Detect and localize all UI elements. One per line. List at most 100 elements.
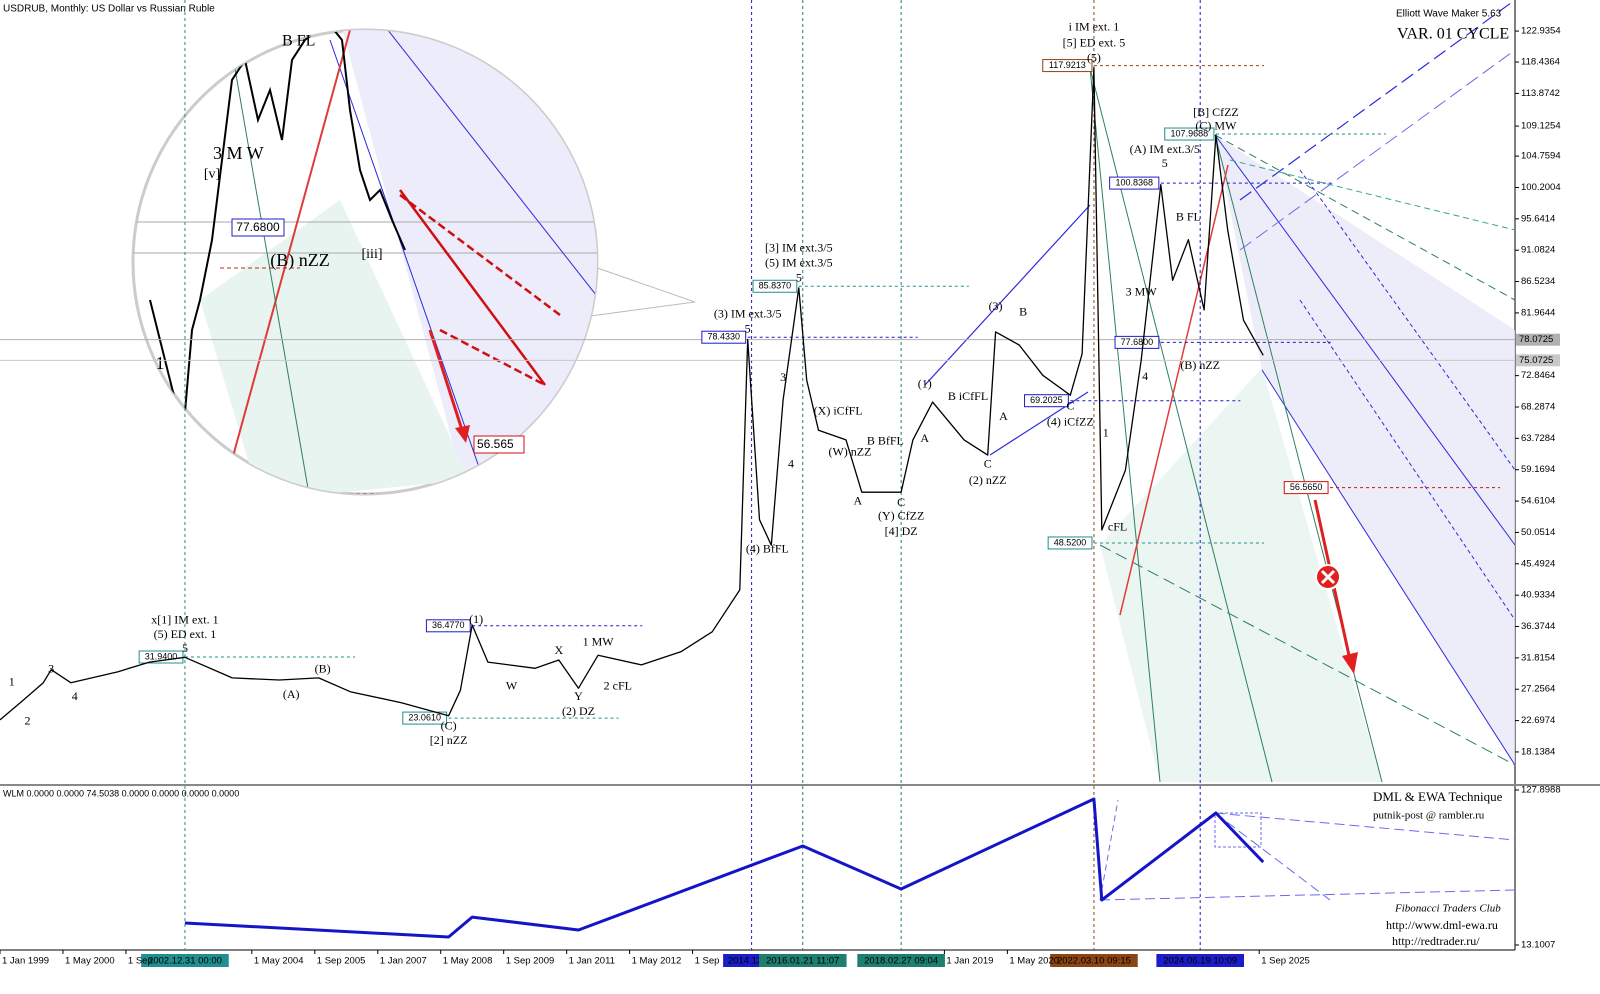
tool-name: Elliott Wave Maker 5.63 — [1396, 9, 1502, 20]
wave-label: [B] CfZZ — [1193, 105, 1239, 119]
level-label: 56.5650 — [1290, 482, 1323, 492]
x-tick-label: 1 Jan 2019 — [946, 956, 993, 967]
y-tick-label: 91.0824 — [1521, 245, 1555, 256]
wave-label: (3) — [989, 299, 1003, 313]
x-tick-label: 1 Jan 2011 — [569, 956, 615, 967]
x-tick-label: 1 May 2012 — [632, 956, 682, 967]
wave-label: (2) DZ — [562, 704, 595, 718]
wave-label: [4] DZ — [885, 524, 918, 538]
level-box — [1109, 176, 1160, 190]
y-tick-label: 22.6974 — [1521, 715, 1555, 726]
y-tick-label: 40.9334 — [1521, 590, 1555, 601]
credit: http://www.dml-ewa.ru — [1386, 918, 1498, 932]
x-tick-label: 1 Sep 2025 — [1261, 956, 1310, 967]
zoom-box — [231, 218, 285, 237]
wave-label: 3 — [780, 370, 786, 384]
zoom-price — [149, 30, 406, 415]
variant: VAR. 01 CYCLE — [1397, 26, 1509, 43]
chart-title: USDRUB, Monthly: US Dollar vs Russian Ru… — [3, 4, 215, 15]
zoom-dash — [399, 194, 561, 316]
wave-label: (5) — [1087, 51, 1101, 65]
price-line — [0, 67, 1264, 721]
wave-label: 5 — [182, 641, 188, 655]
wave-label: 3 MW — [1126, 284, 1158, 298]
arrow-head — [1342, 652, 1358, 674]
y-tick-label: 127.8988 — [1521, 785, 1561, 796]
zoom-red — [398, 189, 547, 386]
wave-label: (X) iCfFL — [814, 403, 863, 417]
wave-label: 4 — [788, 456, 794, 470]
wave-label: W — [506, 679, 518, 693]
x-tick-label: 1 Jan 2007 — [380, 956, 427, 967]
wave-label: B — [1019, 304, 1027, 318]
date-box-label: 2022.03.10 09:15 — [1057, 956, 1131, 967]
wave-label: (Y) CfZZ — [878, 509, 924, 523]
zoom-label: 1 — [156, 353, 165, 373]
date-box — [141, 954, 229, 967]
wave-label: (B) nZZ — [1180, 358, 1220, 372]
y-tick-label: 81.9644 — [1521, 307, 1555, 318]
wave-label: x[1] IM ext. 1 — [151, 613, 218, 627]
zoom-label: 56.565 — [477, 437, 514, 451]
level-label: 107.9688 — [1171, 128, 1209, 138]
zoom-label: [v] — [204, 167, 220, 182]
level-box — [701, 330, 747, 344]
level-label: 77.6800 — [1121, 337, 1154, 347]
wave-label: 3 — [48, 661, 54, 675]
y-tick-label: 109.1254 — [1521, 121, 1561, 132]
y-tick-label: 13.1007 — [1521, 940, 1555, 951]
wave-label: (1) — [918, 377, 932, 391]
y-tick-label: 95.6414 — [1521, 213, 1555, 224]
wave-label: (C) — [441, 719, 457, 733]
wave-label: X — [554, 643, 563, 657]
date-box-label: 2016.01.21 11:07 — [766, 956, 839, 967]
zoom-arrow — [428, 329, 464, 431]
current-price-box — [1516, 333, 1560, 346]
level-box — [1283, 481, 1329, 495]
y-tick-label: 118.4364 — [1521, 57, 1560, 68]
wave-label: (C) MW — [1195, 119, 1237, 133]
date-box-label: 2018.02.27 09:04 — [864, 956, 938, 967]
wave-label: (W) nZZ — [828, 445, 871, 459]
zoom-fan — [229, 39, 311, 494]
wave-label: A — [854, 494, 863, 508]
date-box — [1050, 954, 1138, 967]
fan-line — [1214, 134, 1383, 783]
y-tick-label: 100.2004 — [1521, 182, 1561, 193]
indicator-line — [1099, 799, 1119, 901]
zoom-label: 77.6800 — [236, 220, 280, 234]
wave-label: 4 — [1142, 369, 1148, 383]
wave-label: 1 MW — [583, 635, 615, 649]
wave-label: (3) IM ext.3/5 — [714, 306, 782, 320]
wave-label: Y — [574, 689, 583, 703]
y-tick-label: 18.1384 — [1521, 746, 1555, 757]
y-tick-label: 59.1694 — [1521, 464, 1555, 475]
current-price-box — [1516, 354, 1560, 367]
y-tick-label: 36.3744 — [1521, 621, 1555, 632]
credit: http://redtrader.ru/ — [1392, 934, 1480, 948]
wave-label: i IM ext. 1 — [1069, 20, 1120, 34]
y-tick-label: 63.7284 — [1521, 433, 1555, 444]
level-label: 48.5200 — [1054, 537, 1087, 547]
indicator-line — [1099, 889, 1516, 901]
fan-line — [1089, 67, 1161, 783]
x-tick-label: 1 May 2008 — [443, 956, 493, 967]
wave-label: 5 — [1162, 156, 1168, 170]
wave-label: A — [920, 431, 929, 445]
x-tick-label: 1 Sep 2009 — [506, 956, 555, 967]
x-tick-label: 1 May 2020 — [1009, 956, 1059, 967]
wave-label: (2) nZZ — [969, 473, 1007, 487]
level-box — [1047, 536, 1093, 550]
wave-label: 2 — [25, 714, 31, 728]
channel-line — [1261, 369, 1516, 766]
channel-line — [1239, 49, 1516, 251]
wave-label: A — [999, 409, 1008, 423]
level-box — [752, 279, 798, 293]
trend-line — [989, 391, 1089, 456]
level-box — [1042, 59, 1093, 73]
magnifier: 3 M W (B) nZZ 77.6800 56.565 B FL [v] [i… — [131, 28, 696, 496]
level-box — [1024, 394, 1069, 408]
zoom-channel — [329, 39, 481, 471]
level-box — [1164, 127, 1215, 141]
wave-label: (B) — [315, 661, 331, 675]
